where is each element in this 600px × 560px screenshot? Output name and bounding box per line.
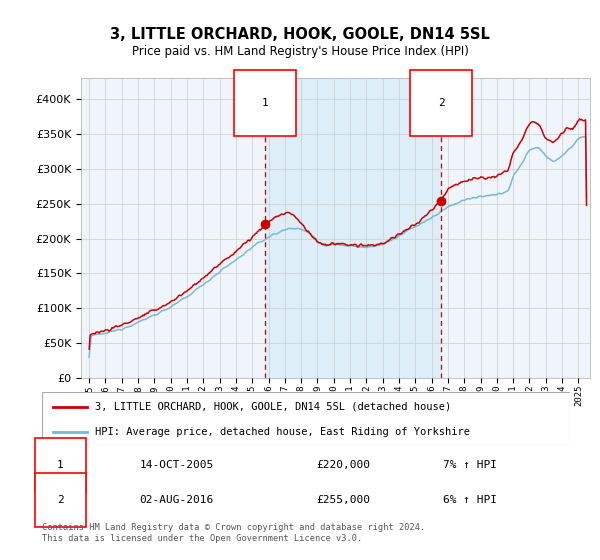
Text: 3, LITTLE ORCHARD, HOOK, GOOLE, DN14 5SL: 3, LITTLE ORCHARD, HOOK, GOOLE, DN14 5SL xyxy=(110,27,490,42)
Text: 02-AUG-2016: 02-AUG-2016 xyxy=(140,495,214,505)
Text: 3, LITTLE ORCHARD, HOOK, GOOLE, DN14 5SL (detached house): 3, LITTLE ORCHARD, HOOK, GOOLE, DN14 5SL… xyxy=(95,402,451,412)
Text: Price paid vs. HM Land Registry's House Price Index (HPI): Price paid vs. HM Land Registry's House … xyxy=(131,45,469,58)
Text: £220,000: £220,000 xyxy=(317,460,371,470)
Text: 1: 1 xyxy=(262,98,268,108)
Text: Contains HM Land Registry data © Crown copyright and database right 2024.
This d: Contains HM Land Registry data © Crown c… xyxy=(42,524,425,543)
Text: 14-OCT-2005: 14-OCT-2005 xyxy=(140,460,214,470)
Text: HPI: Average price, detached house, East Riding of Yorkshire: HPI: Average price, detached house, East… xyxy=(95,427,470,437)
Text: 6% ↑ HPI: 6% ↑ HPI xyxy=(443,495,497,505)
Text: 1: 1 xyxy=(57,460,64,470)
Text: 2: 2 xyxy=(57,495,64,505)
Text: 7% ↑ HPI: 7% ↑ HPI xyxy=(443,460,497,470)
Text: £255,000: £255,000 xyxy=(317,495,371,505)
Bar xyxy=(265,78,441,378)
Text: 2: 2 xyxy=(437,98,445,108)
